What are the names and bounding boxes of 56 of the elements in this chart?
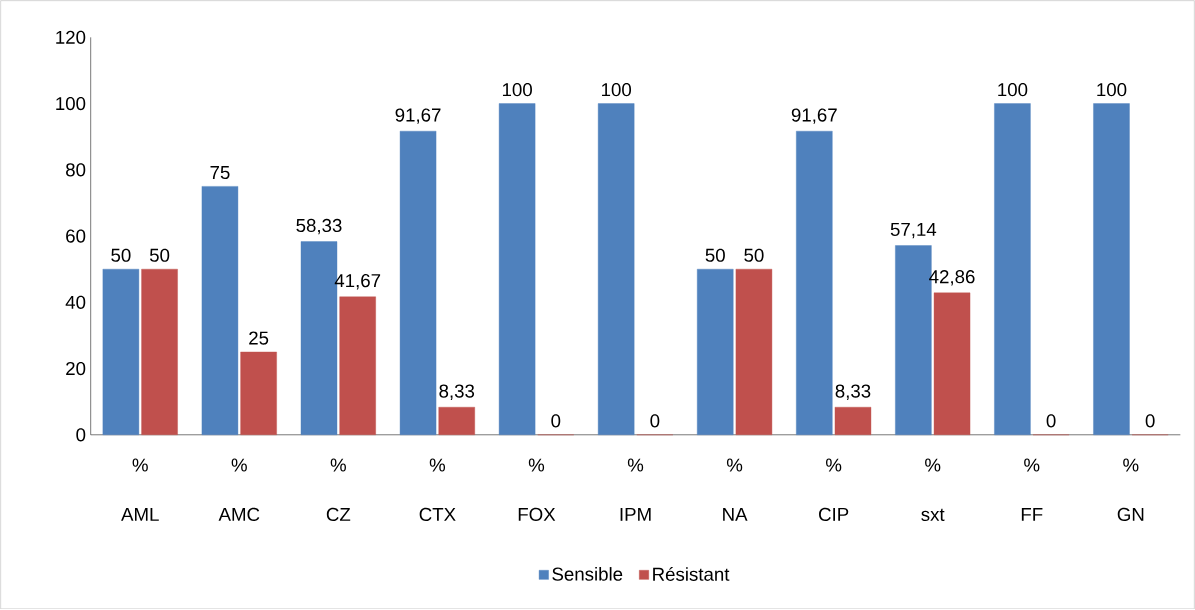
category-label: % CIP: [819, 458, 849, 522]
y-tick-label: 80: [66, 163, 86, 177]
data-label: 100: [1097, 83, 1127, 97]
data-label: 75: [210, 166, 230, 180]
data-label: 91,67: [791, 108, 837, 125]
y-tick-label: 120: [56, 30, 86, 45]
y-tick-label: 100: [56, 97, 86, 111]
data-label: 8,33: [835, 384, 871, 401]
bar: [933, 292, 971, 436]
data-label: 100: [502, 83, 532, 97]
bar: [240, 352, 277, 436]
bar: [102, 269, 140, 436]
category-label: % GN: [1117, 458, 1144, 522]
y-tick-label: 0: [76, 428, 86, 442]
data-label: 8,33: [439, 384, 475, 401]
category-label: % FF: [1021, 458, 1043, 522]
legend-label: Résistant: [653, 567, 730, 582]
y-tick-label: 40: [65, 295, 86, 310]
data-label: 0: [551, 414, 561, 428]
data-label: 50: [111, 248, 131, 263]
category-label: % CTX: [419, 458, 456, 522]
data-label: 50: [149, 248, 170, 263]
data-label: 57,14: [890, 223, 937, 239]
data-label: 100: [998, 83, 1028, 97]
data-label: 50: [744, 248, 764, 263]
bar: [201, 186, 239, 436]
bar: [834, 407, 872, 436]
category-label: % AMC: [218, 458, 260, 522]
category-label: % NA: [723, 458, 748, 522]
data-label: 91,67: [395, 108, 441, 125]
legend-label: Sensible: [552, 567, 623, 582]
bar: [339, 296, 376, 436]
bar: [597, 103, 635, 436]
data-label: 0: [1145, 414, 1155, 428]
bar: [994, 103, 1031, 436]
data-label: 0: [1046, 414, 1056, 428]
data-label: 25: [249, 331, 269, 345]
data-label: 50: [705, 248, 725, 263]
bar: [399, 131, 437, 436]
bar: [697, 269, 734, 436]
y-tick-label: 60: [66, 229, 86, 243]
category-label: % AML: [121, 458, 159, 522]
category-label: % FOX: [518, 458, 556, 522]
bar: [141, 269, 178, 436]
category-label: % IPM: [620, 458, 651, 522]
bar: [498, 103, 536, 436]
data-label: 0: [650, 414, 660, 428]
data-label: 100: [602, 83, 632, 97]
bar: [735, 269, 773, 436]
category-label: % sxt: [921, 458, 945, 522]
y-tick-label: 20: [66, 362, 86, 376]
category-label: % CZ: [326, 458, 351, 522]
bar: [796, 131, 833, 436]
data-label: 58,33: [296, 219, 342, 235]
bar: [1093, 103, 1130, 436]
bar: [438, 407, 475, 436]
